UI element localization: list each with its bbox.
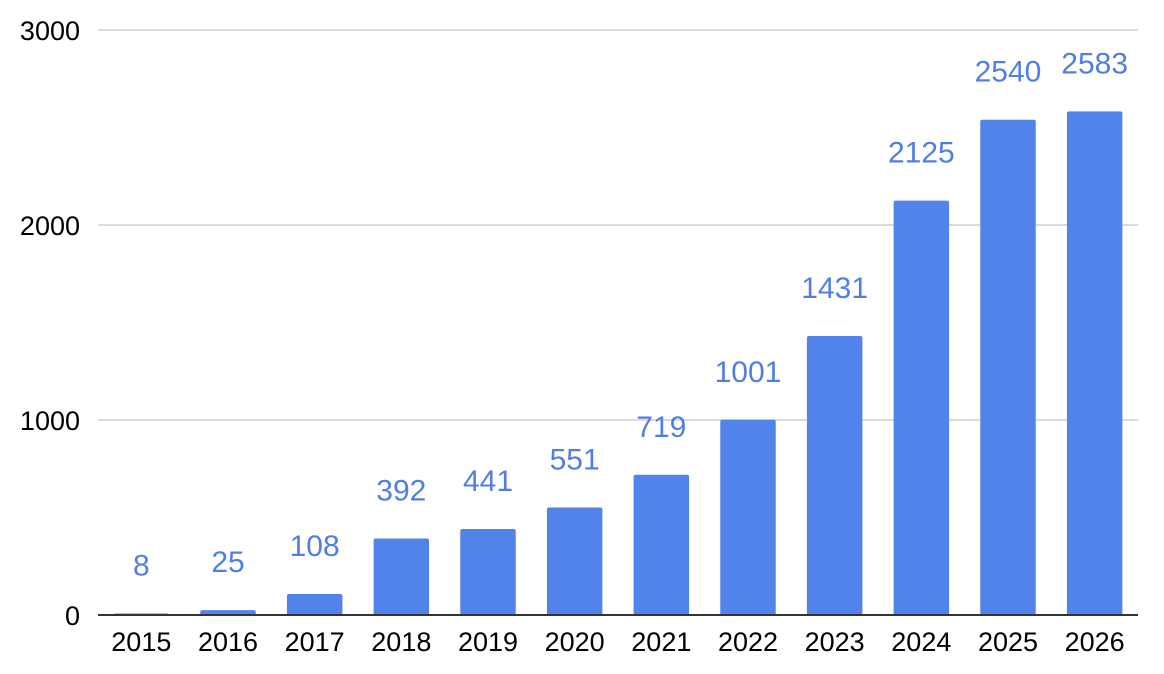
x-tick-label: 2022 [718, 627, 778, 657]
y-tick-label: 0 [65, 601, 80, 631]
bar-2025 [980, 119, 1036, 615]
bar-2019 [460, 529, 516, 615]
x-tick-label: 2017 [285, 627, 345, 657]
bar-2016 [200, 610, 256, 615]
data-labels: 8 25 108 392 441 551 719 1001 1431 2125 2540 2583 [133, 47, 1128, 582]
gridlines [98, 29, 1138, 421]
data-label-2016: 25 [211, 546, 244, 579]
bar-2017 [286, 593, 343, 615]
data-label-2026: 2583 [1061, 47, 1128, 80]
data-label-2021: 719 [636, 411, 686, 444]
bar-2023 [806, 335, 863, 615]
x-tick-label: 2026 [1065, 627, 1125, 657]
data-label-2024: 2125 [888, 137, 955, 170]
x-tick-label: 2023 [805, 627, 865, 657]
data-label-2022: 1001 [715, 356, 782, 389]
y-tick-label: 1000 [20, 406, 80, 436]
x-tick-label: 2024 [891, 627, 951, 657]
bar-2022 [720, 419, 776, 615]
bar-2021 [633, 474, 690, 615]
bar-2026 [1066, 111, 1123, 615]
x-tick-label: 2015 [111, 627, 171, 657]
bar-2024 [893, 200, 950, 615]
y-tick-label: 3000 [20, 16, 80, 46]
bar-2020 [546, 507, 603, 615]
data-label-2025: 2540 [975, 56, 1042, 89]
bar-2018 [373, 538, 430, 615]
x-tick-label: 2016 [198, 627, 258, 657]
bars [113, 111, 1123, 615]
data-label-2017: 108 [290, 530, 340, 563]
data-label-2019: 441 [463, 465, 513, 498]
x-tick-label: 2020 [545, 627, 605, 657]
x-tick-label: 2021 [631, 627, 691, 657]
x-tick-label: 2018 [371, 627, 431, 657]
x-tick-label: 2025 [978, 627, 1038, 657]
data-label-2023: 1431 [801, 272, 868, 305]
y-tick-label: 2000 [20, 211, 80, 241]
x-tick-label: 2019 [458, 627, 518, 657]
axes: 0 1000 2000 3000 2015 2016 2017 2018 2019 2020 202… [20, 16, 1138, 657]
data-label-2015: 8 [133, 549, 150, 582]
data-label-2018: 392 [376, 475, 426, 508]
data-label-2020: 551 [550, 444, 600, 477]
